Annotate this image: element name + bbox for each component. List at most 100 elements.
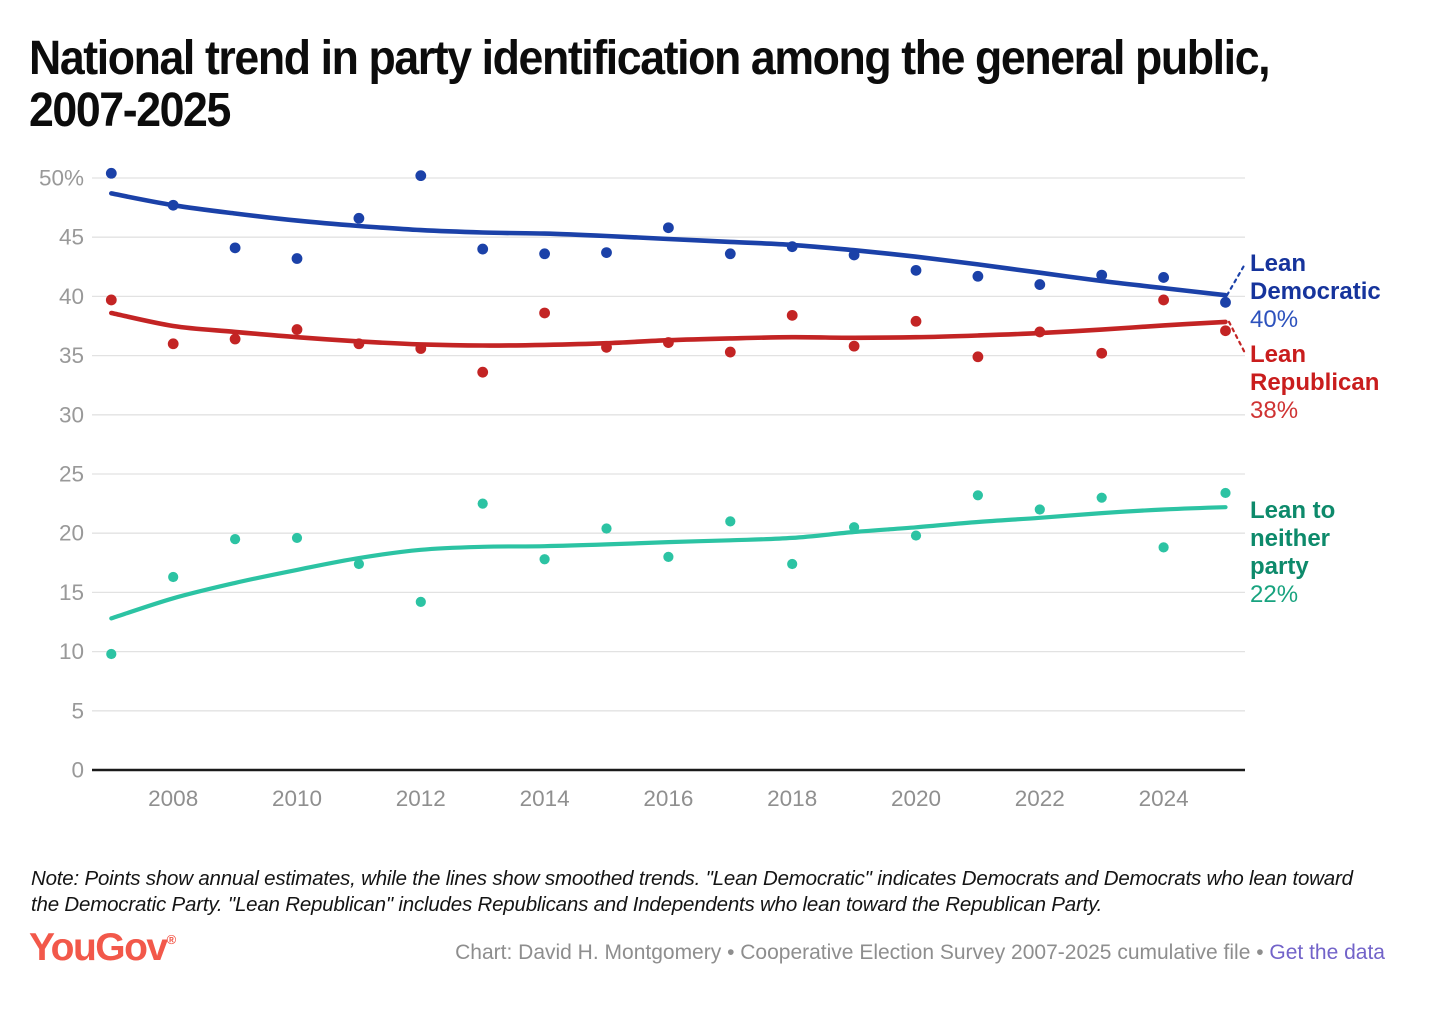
data-point-lean-to-neither-party-2022 xyxy=(1034,504,1045,515)
data-point-lean-republican-2024 xyxy=(1158,294,1169,306)
y-axis-tick-label: 5 xyxy=(71,698,84,723)
data-point-lean-republican-2021 xyxy=(972,351,984,363)
data-point-lean-republican-2019 xyxy=(848,340,860,352)
series-label-lean-to-neither-party: neither xyxy=(1250,525,1330,552)
chart-note: Note: Points show annual estimates, whil… xyxy=(31,866,1353,916)
data-point-lean-republican-2009 xyxy=(229,333,241,345)
series-label-lean-to-neither-party: Lean to xyxy=(1250,497,1335,524)
data-point-lean-to-neither-party-2015 xyxy=(601,523,612,534)
data-point-lean-democratic-2015 xyxy=(601,247,612,258)
data-point-lean-democratic-2012 xyxy=(415,170,427,182)
data-point-lean-democratic-2008 xyxy=(167,199,179,211)
data-point-lean-democratic-2025 xyxy=(1220,296,1231,308)
data-point-lean-republican-2012 xyxy=(415,343,427,354)
series-label-lean-republican: Republican xyxy=(1250,369,1379,396)
label-connector-lean-republican xyxy=(1227,320,1248,357)
trend-line-lean-to-neither-party xyxy=(109,505,1228,621)
data-point-lean-republican-2010 xyxy=(291,324,303,335)
y-axis-tick-label: 25 xyxy=(59,462,84,487)
data-point-lean-democratic-2022 xyxy=(1034,279,1046,290)
data-point-lean-republican-2018 xyxy=(786,309,798,321)
data-point-lean-to-neither-party-2021 xyxy=(972,490,984,501)
data-point-lean-republican-2017 xyxy=(724,346,736,358)
series-label-lean-republican: Lean xyxy=(1250,341,1306,368)
data-point-lean-democratic-2019 xyxy=(848,249,860,261)
data-point-lean-to-neither-party-2017 xyxy=(725,516,736,527)
series-value-lean-democratic: 40% xyxy=(1250,306,1298,333)
data-point-lean-to-neither-party-2024 xyxy=(1158,542,1169,553)
data-point-lean-democratic-2014 xyxy=(539,248,550,260)
data-point-lean-to-neither-party-2011 xyxy=(353,558,364,570)
series-value-lean-to-neither-party: 22% xyxy=(1250,581,1298,608)
x-axis-tick-label: 2014 xyxy=(520,786,570,811)
x-axis-tick-label: 2018 xyxy=(767,786,817,811)
data-point-lean-republican-2025 xyxy=(1220,325,1231,337)
chart-title-line1: National trend in party identification a… xyxy=(29,32,1271,85)
x-axis-tick-label: 2012 xyxy=(396,786,446,811)
y-axis-tick-label: 10 xyxy=(59,639,84,664)
data-point-lean-democratic-2016 xyxy=(663,222,674,234)
y-axis-tick-label: 0 xyxy=(71,758,84,783)
y-axis-tick-label: 50% xyxy=(39,166,84,191)
data-point-lean-republican-2022 xyxy=(1034,326,1046,338)
data-point-lean-to-neither-party-2014 xyxy=(539,554,550,565)
y-axis-tick-label: 45 xyxy=(59,225,84,250)
data-point-lean-to-neither-party-2007 xyxy=(106,648,117,660)
y-axis-tick-label: 20 xyxy=(59,521,84,546)
data-point-lean-democratic-2021 xyxy=(972,270,984,282)
y-axis-tick-label: 30 xyxy=(59,402,84,427)
chart-title: National trend in party identification a… xyxy=(29,33,1387,137)
y-axis-tick-label: 15 xyxy=(59,580,84,605)
credit-text: Chart: David H. Montgomery • Cooperative… xyxy=(455,941,1270,964)
data-point-lean-democratic-2010 xyxy=(291,253,303,264)
chart-title-line2: 2007-2025 xyxy=(29,84,231,137)
data-point-lean-republican-2013 xyxy=(477,366,489,378)
data-point-lean-democratic-2023 xyxy=(1096,269,1108,281)
data-point-lean-to-neither-party-2016 xyxy=(663,551,674,562)
data-point-lean-democratic-2024 xyxy=(1158,272,1169,283)
data-point-lean-democratic-2011 xyxy=(353,212,365,224)
y-axis-tick-label: 40 xyxy=(59,284,84,309)
x-axis-tick-label: 2008 xyxy=(148,786,198,811)
data-point-lean-democratic-2007 xyxy=(105,167,117,179)
data-point-lean-to-neither-party-2009 xyxy=(230,534,241,545)
yougov-logo-text: YouGov xyxy=(29,926,168,969)
data-point-lean-to-neither-party-2013 xyxy=(477,498,488,509)
data-point-lean-republican-2014 xyxy=(539,307,550,319)
data-point-lean-to-neither-party-2025 xyxy=(1220,487,1231,499)
data-point-lean-republican-2007 xyxy=(105,294,117,306)
series-label-lean-democratic: Lean xyxy=(1250,250,1306,277)
get-the-data-link[interactable]: Get the data xyxy=(1269,941,1385,964)
data-point-lean-democratic-2009 xyxy=(229,242,241,254)
data-point-lean-to-neither-party-2008 xyxy=(168,571,179,583)
x-axis-tick-label: 2022 xyxy=(1015,786,1065,811)
data-point-lean-to-neither-party-2012 xyxy=(415,596,426,607)
x-axis-tick-label: 2010 xyxy=(272,786,322,811)
data-point-lean-republican-2016 xyxy=(663,337,674,348)
credit-line: Chart: David H. Montgomery • Cooperative… xyxy=(455,941,1385,965)
yougov-logo: YouGov® xyxy=(29,926,176,970)
data-point-lean-democratic-2017 xyxy=(724,248,736,260)
data-point-lean-to-neither-party-2010 xyxy=(291,532,303,544)
data-point-lean-republican-2008 xyxy=(167,338,179,350)
trend-line-lean-democratic xyxy=(109,191,1228,298)
series-label-lean-to-neither-party: party xyxy=(1250,553,1309,580)
data-point-lean-republican-2020 xyxy=(910,315,922,327)
data-point-lean-republican-2015 xyxy=(601,341,612,353)
x-axis-tick-label: 2020 xyxy=(891,786,941,811)
data-point-lean-to-neither-party-2019 xyxy=(849,522,860,533)
y-axis-tick-label: 35 xyxy=(59,343,84,368)
data-point-lean-to-neither-party-2018 xyxy=(787,558,798,570)
label-connector-lean-democratic xyxy=(1225,262,1247,297)
data-point-lean-republican-2023 xyxy=(1096,347,1108,359)
data-point-lean-to-neither-party-2023 xyxy=(1096,492,1107,503)
series-label-lean-democratic: Democratic xyxy=(1250,278,1381,305)
data-point-lean-democratic-2013 xyxy=(477,243,489,255)
registered-mark: ® xyxy=(166,932,177,947)
x-axis-tick-label: 2016 xyxy=(643,786,693,811)
data-point-lean-democratic-2018 xyxy=(786,241,798,253)
data-point-lean-democratic-2020 xyxy=(910,264,922,276)
x-axis-tick-label: 2024 xyxy=(1139,786,1189,811)
